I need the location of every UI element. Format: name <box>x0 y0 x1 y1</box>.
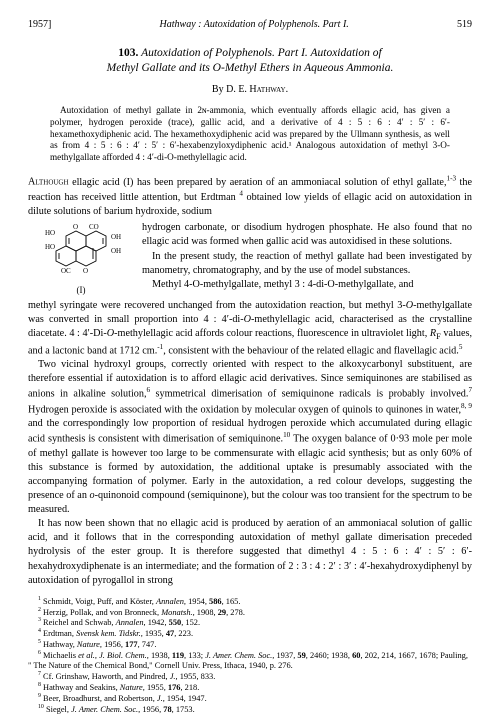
svg-text:OC: OC <box>61 267 71 275</box>
reference: 2 Herzig, Pollak, and von Bronneck, Mona… <box>28 607 472 618</box>
byline: By D. E. Hathway. <box>28 83 472 97</box>
article-title: 103. Autoxidation of Polyphenols. Part I… <box>28 46 472 77</box>
reference: 6 Michaelis et al., J. Biol. Chem., 1938… <box>28 650 472 671</box>
reference: 10 Siegel, J. Amer. Chem. Soc., 1956, 78… <box>28 704 472 715</box>
reference: 1 Schmidt, Voigt, Puff, and Köster, Anna… <box>28 596 472 607</box>
body-paragraph: methyl syringate were recovered unchange… <box>28 299 472 358</box>
running-head: 1957] Hathway : Autoxidation of Polyphen… <box>28 18 472 32</box>
float-block: HO HO O CO OH OH OC O (I) hydrogen carbo… <box>28 219 472 298</box>
reference: 5 Hathway, Nature, 1956, 177, 747. <box>28 639 472 650</box>
svg-text:HO: HO <box>45 229 55 237</box>
reference: 9 Beer, Broadhurst, and Robertson, J., 1… <box>28 693 472 704</box>
header-page: 519 <box>457 18 472 32</box>
body-paragraph: Two vicinal hydroxyl groups, correctly o… <box>28 358 472 517</box>
reference: 4 Erdtman, Svensk kem. Tidskr., 1935, 47… <box>28 628 472 639</box>
abstract: Autoxidation of methyl gallate in 2ɴ-amm… <box>50 105 450 165</box>
body-text: ellagic acid (I) has been prepared by ae… <box>28 177 472 218</box>
svg-text:O: O <box>83 267 88 275</box>
structure-label: (I) <box>28 284 134 296</box>
body-paragraph: It has now been shown that no ellagic ac… <box>28 517 472 587</box>
title-line-2: Methyl Gallate and its O-Methyl Ethers i… <box>107 62 394 74</box>
svg-text:OH: OH <box>111 233 121 241</box>
chemical-structure: HO HO O CO OH OH OC O (I) <box>28 221 134 296</box>
reference: 3 Reichel and Schwab, Annalen, 1942, 550… <box>28 617 472 628</box>
svg-text:HO: HO <box>45 243 55 251</box>
svg-text:O: O <box>73 223 78 231</box>
header-year: 1957] <box>28 18 51 32</box>
references-block: 1 Schmidt, Voigt, Puff, and Köster, Anna… <box>28 596 472 715</box>
article-number: 103. <box>118 47 138 59</box>
reference: 8 Hathway and Seakins, Nature, 1955, 176… <box>28 682 472 693</box>
header-running: Hathway : Autoxidation of Polyphenols. P… <box>160 18 349 32</box>
svg-text:CO: CO <box>89 223 99 231</box>
svg-text:OH: OH <box>111 247 121 255</box>
body-paragraph: Although ellagic acid (I) has been prepa… <box>28 174 472 219</box>
reference: 7 Cf. Grinshaw, Haworth, and Pindred, J.… <box>28 671 472 682</box>
structure-svg: HO HO O CO OH OH OC O <box>31 221 131 281</box>
abstract-text: Autoxidation of methyl gallate in 2ɴ-amm… <box>50 105 450 165</box>
title-line-1: Autoxidation of Polyphenols. Part I. Aut… <box>141 47 382 59</box>
